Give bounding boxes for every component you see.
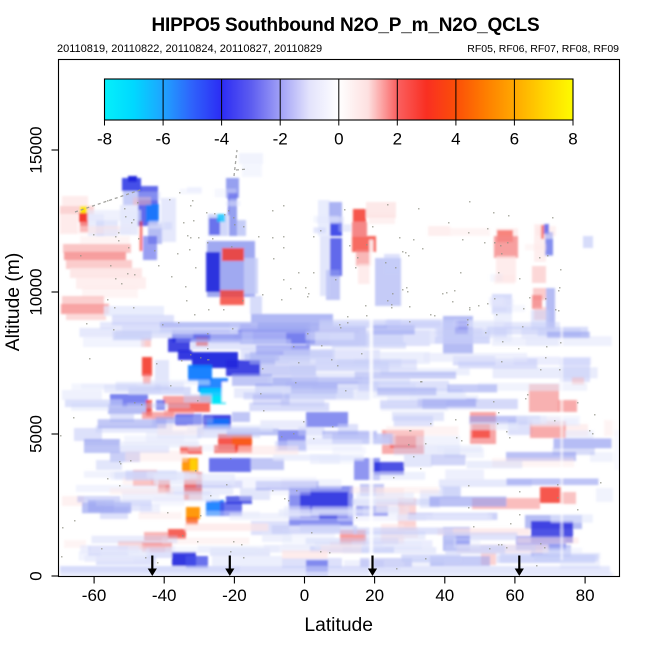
svg-text:8: 8: [568, 130, 577, 149]
svg-text:2: 2: [393, 130, 402, 149]
svg-text:RF05, RF06, RF07, RF08, RF09: RF05, RF06, RF07, RF08, RF09: [467, 43, 619, 55]
svg-text:-40: -40: [152, 586, 177, 605]
svg-text:20: 20: [365, 586, 384, 605]
svg-text:15000: 15000: [27, 126, 46, 173]
svg-text:-20: -20: [222, 586, 247, 605]
svg-text:-60: -60: [82, 586, 107, 605]
svg-text:-4: -4: [214, 130, 229, 149]
svg-text:Latitude: Latitude: [304, 615, 373, 636]
svg-text:HIPPO5 Southbound N2O_P_m_N2O_: HIPPO5 Southbound N2O_P_m_N2O_QCLS: [151, 15, 539, 36]
svg-text:4: 4: [451, 130, 460, 149]
svg-text:Altitude (m): Altitude (m): [3, 253, 24, 352]
svg-text:0: 0: [334, 130, 343, 149]
svg-text:-6: -6: [156, 130, 171, 149]
svg-text:0: 0: [27, 571, 46, 580]
svg-text:10000: 10000: [27, 268, 46, 315]
svg-text:0: 0: [300, 586, 309, 605]
svg-text:6: 6: [510, 130, 519, 149]
svg-text:-8: -8: [97, 130, 112, 149]
svg-text:40: 40: [435, 586, 454, 605]
svg-text:5000: 5000: [27, 415, 46, 453]
svg-text:80: 80: [576, 586, 595, 605]
svg-text:60: 60: [505, 586, 524, 605]
svg-text:20110819, 20110822, 20110824,: 20110819, 20110822, 20110824, 20110827, …: [57, 43, 322, 55]
svg-text:-2: -2: [273, 130, 288, 149]
